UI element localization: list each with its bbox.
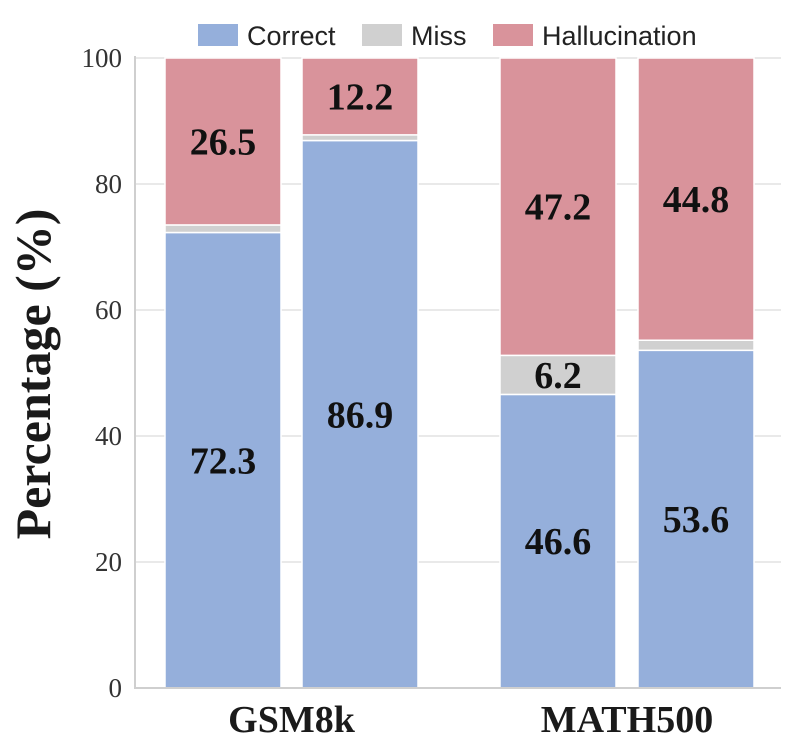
legend-label: Correct xyxy=(247,21,336,51)
x-category-label: MATH500 xyxy=(541,699,713,741)
bar-segment-hallucination xyxy=(301,57,419,136)
legend-swatch-miss xyxy=(362,24,402,46)
legend-swatch-hallucination xyxy=(493,24,533,46)
legend[interactable]: Correct Miss Hallucination xyxy=(198,21,697,51)
bar-segment-correct xyxy=(164,231,282,689)
bars xyxy=(164,57,755,689)
bar-segment-hallucination xyxy=(637,57,755,341)
y-axis-label: Percentage (%) xyxy=(5,209,61,540)
x-category-label: GSM8k xyxy=(228,699,356,741)
bar-segment-miss xyxy=(637,339,755,352)
bar-segment-hallucination xyxy=(499,57,617,357)
y-tick-label: 40 xyxy=(95,421,122,451)
data-labels: 72.3 26.5 86.9 12.2 46.6 6.2 47.2 53.6 44.8 xyxy=(190,76,730,563)
data-label: 6.2 xyxy=(534,355,582,397)
data-label: 12.2 xyxy=(327,76,394,118)
data-label: 72.3 xyxy=(190,440,257,482)
y-tick-label: 60 xyxy=(95,295,122,325)
legend-label: Hallucination xyxy=(542,21,697,51)
data-label: 46.6 xyxy=(525,521,592,563)
data-label: 47.2 xyxy=(525,187,592,229)
data-label: 53.6 xyxy=(663,499,730,541)
y-tick-label: 100 xyxy=(82,43,123,73)
bar-segment-correct xyxy=(637,349,755,689)
legend-label: Miss xyxy=(411,21,467,51)
bar-segment-correct xyxy=(301,139,419,689)
bar-segment-hallucination xyxy=(164,57,282,226)
data-label: 86.9 xyxy=(327,394,394,436)
y-tick-label: 0 xyxy=(109,673,123,703)
axes: 0 20 40 60 80 100 GSM8k MATH500 xyxy=(82,43,781,741)
bar-segment-miss xyxy=(499,354,617,396)
y-tick-label: 20 xyxy=(95,547,122,577)
bar-segment-miss xyxy=(301,134,419,142)
y-tick-label: 80 xyxy=(95,169,122,199)
bar-segment-correct xyxy=(499,393,617,689)
bar-segment-miss xyxy=(164,224,282,234)
data-label: 44.8 xyxy=(663,179,730,221)
legend-swatch-correct xyxy=(198,24,238,46)
data-label: 26.5 xyxy=(190,121,257,163)
